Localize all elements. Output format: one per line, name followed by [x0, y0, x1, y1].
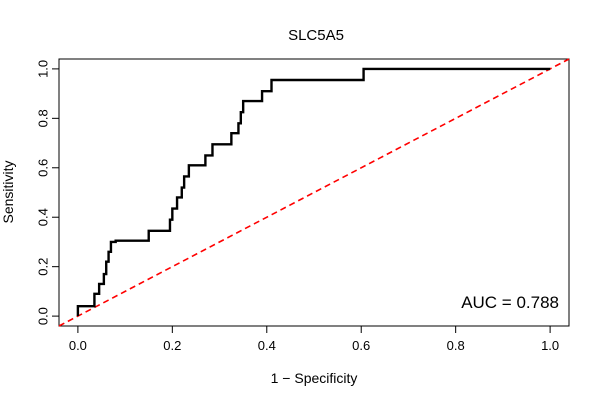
y-axis-label: Sensitivity: [0, 160, 16, 223]
y-axis: 0.0 0.2 0.4 0.6 0.8 1.0: [36, 60, 60, 325]
x-axis-label: 1 − Specificity: [271, 370, 358, 386]
y-tick-label: 0.4: [36, 208, 51, 226]
x-axis: 0.0 0.2 0.4 0.6 0.8 1.0: [69, 325, 559, 353]
x-tick-label: 0.2: [163, 338, 181, 353]
x-tick-label: 0.8: [447, 338, 465, 353]
reference-diagonal-line: [58, 58, 570, 327]
chart-title: SLC5A5: [288, 27, 344, 44]
y-tick-label: 0.8: [36, 109, 51, 127]
y-tick-label: 1.0: [36, 60, 51, 78]
y-tick-label: 0.0: [36, 307, 51, 325]
auc-annotation: AUC = 0.788: [461, 293, 559, 312]
x-tick-label: 0.0: [69, 338, 87, 353]
y-tick-label: 0.6: [36, 159, 51, 177]
x-tick-label: 0.4: [258, 338, 276, 353]
roc-curve-line: [76, 67, 551, 317]
plot-frame: [58, 58, 570, 327]
x-tick-label: 1.0: [541, 338, 559, 353]
x-tick-label: 0.6: [352, 338, 370, 353]
y-tick-label: 0.2: [36, 258, 51, 276]
